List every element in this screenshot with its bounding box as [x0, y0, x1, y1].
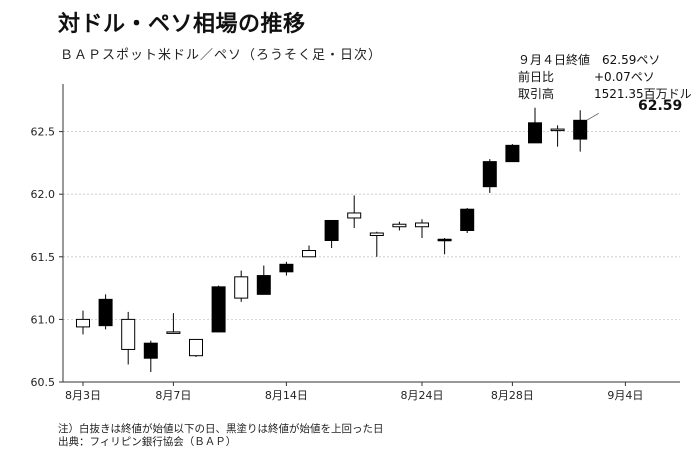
last-value-leader — [586, 112, 599, 121]
candle-body — [121, 318, 136, 350]
candle — [76, 310, 90, 335]
candles — [76, 107, 588, 372]
candle — [573, 110, 588, 152]
candle — [347, 195, 362, 228]
candle-body — [234, 276, 249, 299]
volume-row: 取引高 1521.35百万ドル — [518, 86, 692, 103]
candle — [211, 285, 226, 333]
chart-title: 対ドル・ペソ相場の推移 — [58, 12, 306, 37]
candle — [528, 107, 542, 144]
y-tick-label: 60.5 — [31, 376, 56, 389]
candle-body — [505, 144, 520, 163]
candle-body — [166, 331, 181, 334]
candle-body — [573, 119, 588, 140]
footnote-note: 注）白抜きは終値が始値以下の日、黒塗りは終値が始値を上回った日 — [58, 423, 384, 435]
candle-body — [98, 298, 113, 327]
candle-body — [211, 286, 226, 333]
candle — [369, 231, 384, 257]
latest-info-box: ９月４日終値 62.59ペソ 前日比 +0.07ペソ 取引高 1521.35百万… — [518, 52, 692, 103]
candle — [98, 294, 113, 330]
x-tick-label: 8月7日 — [155, 389, 191, 402]
candle-body — [324, 219, 339, 242]
x-tick-label: 8月14日 — [265, 389, 308, 402]
latest-close-line: ９月４日終値 62.59ペソ — [518, 53, 661, 67]
candle — [121, 311, 136, 365]
candle-body — [550, 128, 565, 132]
candle — [460, 207, 475, 233]
candle — [550, 125, 565, 147]
candle-body — [302, 250, 316, 258]
candle-body — [143, 342, 158, 359]
candle — [256, 265, 271, 295]
candle — [189, 338, 203, 357]
y-tick-label: 62.0 — [31, 188, 56, 201]
candle-body — [279, 263, 294, 273]
candle-body — [392, 223, 407, 228]
x-tick-label: 8月28日 — [491, 389, 534, 402]
candle — [324, 219, 339, 249]
candle — [392, 221, 407, 231]
change-row: 前日比 +0.07ペソ — [518, 69, 692, 86]
candle-body — [347, 212, 362, 219]
candle — [302, 245, 316, 258]
x-tick-label: 8月3日 — [65, 389, 101, 402]
y-tick-label: 61.0 — [31, 313, 56, 326]
candle — [234, 270, 249, 302]
y-tick-label: 61.5 — [31, 251, 56, 264]
candle — [505, 144, 520, 163]
candle-body — [482, 161, 497, 188]
candle — [437, 238, 452, 255]
chart-subtitle: ＢＡＰスポット米ドル／ペソ（ろうそく足・日次） — [60, 48, 383, 63]
footnote: 注）白抜きは終値が始値以下の日、黒塗りは終値が始値を上回った日 出典：フィリピン… — [58, 423, 384, 449]
axes — [59, 84, 680, 386]
last-value-label: 62.59 — [638, 98, 683, 114]
volume-value: 1521.35百万ドル — [594, 87, 692, 101]
candle-body — [415, 222, 429, 228]
volume-label: 取引高 — [518, 87, 555, 101]
candle-body — [460, 208, 475, 231]
candle-body — [528, 122, 542, 144]
x-tick-label: 9月4日 — [607, 389, 643, 402]
x-tick-label: 8月24日 — [401, 389, 444, 402]
candle-body — [437, 238, 452, 242]
change-label: 前日比 — [518, 70, 555, 84]
candle-body — [369, 232, 384, 237]
candle — [166, 313, 181, 334]
candle-body — [256, 275, 271, 295]
y-tick-label: 62.5 — [31, 126, 56, 139]
candle-body — [76, 318, 90, 328]
tick-labels: 60.5 61.0 61.5 62.0 62.5 8月3日 8月7日 8月14日 8月24日 8月… — [31, 126, 644, 402]
footnote-source: 出典：フィリピン銀行協会（ＢＡＰ） — [58, 436, 237, 448]
candle — [143, 340, 158, 372]
candle-body — [189, 338, 203, 357]
change-value: +0.07ペソ — [594, 70, 655, 84]
candle — [482, 159, 497, 193]
candle — [415, 219, 429, 239]
candle — [279, 261, 294, 276]
